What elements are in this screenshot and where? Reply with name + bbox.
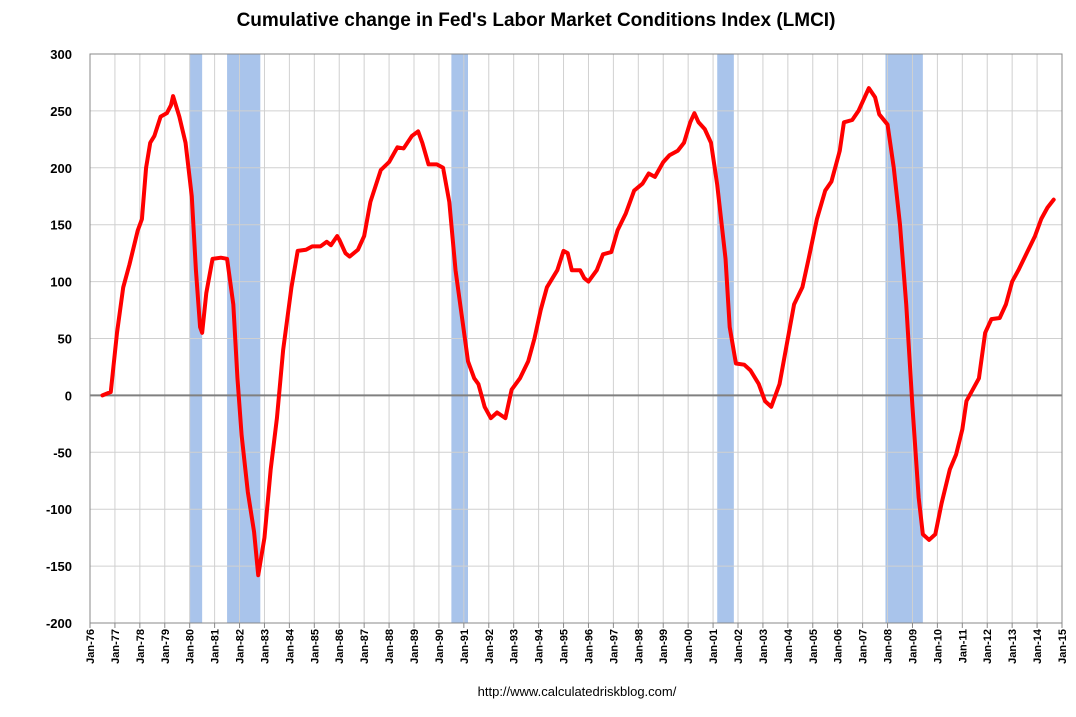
x-tick-label: Jan-94 — [534, 628, 546, 664]
x-tick-label: Jan-93 — [509, 629, 521, 664]
x-tick-label: Jan-90 — [434, 629, 446, 664]
x-tick-label: Jan-97 — [608, 629, 620, 664]
x-tick-label: Jan-96 — [583, 629, 595, 664]
x-tick-label: Jan-85 — [309, 629, 321, 664]
x-tick-label: Jan-08 — [883, 629, 895, 664]
y-tick-label: 300 — [50, 47, 72, 62]
x-tick-label: Jan-15 — [1057, 629, 1069, 664]
x-tick-label: Jan-07 — [858, 629, 870, 664]
y-tick-label: 0 — [65, 388, 72, 403]
x-tick-label: Jan-12 — [982, 629, 994, 664]
y-tick-label: 250 — [50, 104, 72, 119]
x-tick-label: Jan-00 — [683, 629, 695, 664]
x-tick-label: Jan-05 — [808, 629, 820, 664]
x-tick-label: Jan-14 — [1032, 628, 1044, 664]
y-tick-label: 200 — [50, 161, 72, 176]
x-tick-label: Jan-79 — [160, 629, 172, 664]
x-tick-label: Jan-87 — [359, 629, 371, 664]
y-tick-label: -100 — [46, 502, 72, 517]
x-tick-label: Jan-78 — [135, 629, 147, 664]
x-tick-label: Jan-84 — [284, 628, 296, 664]
x-tick-label: Jan-81 — [210, 629, 222, 664]
x-tick-label: Jan-02 — [733, 629, 745, 664]
x-tick-label: Jan-76 — [85, 629, 97, 664]
x-tick-label: Jan-98 — [633, 629, 645, 664]
source: http://www.calculatedriskblog.com/ — [478, 684, 677, 699]
plot-frame — [89, 53, 1063, 624]
x-tick-label: Jan-92 — [484, 629, 496, 664]
x-tick-label: Jan-89 — [409, 629, 421, 664]
x-tick-label: Jan-86 — [334, 629, 346, 664]
x-tick-label: Jan-01 — [708, 629, 720, 664]
x-tick-label: Jan-99 — [658, 629, 670, 664]
x-tick-label: Jan-77 — [110, 629, 122, 664]
y-tick-label: -150 — [46, 559, 72, 574]
x-tick-label: Jan-11 — [957, 629, 969, 663]
chart-title: Cumulative change in Fed's Labor Market … — [237, 10, 836, 31]
y-tick-label: -200 — [46, 616, 72, 631]
y-tick-label: -50 — [53, 445, 72, 460]
y-tick-label: 150 — [50, 218, 72, 233]
x-tick-label: Jan-13 — [1007, 629, 1019, 664]
y-tick-label: 50 — [58, 332, 72, 347]
x-tick-label: Jan-91 — [459, 629, 471, 664]
data-line — [100, 86, 1056, 578]
y-tick-label: 100 — [50, 275, 72, 290]
x-tick-label: Jan-80 — [185, 629, 197, 664]
x-tick-label: Jan-88 — [384, 629, 396, 664]
x-tick-label: Jan-06 — [833, 629, 845, 664]
x-tick-label: Jan-03 — [758, 629, 770, 664]
x-tick-label: Jan-82 — [235, 629, 247, 664]
x-tick-label: Jan-95 — [559, 629, 571, 664]
x-tick-label: Jan-10 — [932, 629, 944, 664]
x-tick-label: Jan-04 — [783, 628, 795, 664]
x-tick-label: Jan-83 — [259, 629, 271, 664]
x-tick-label: Jan-09 — [907, 629, 919, 664]
